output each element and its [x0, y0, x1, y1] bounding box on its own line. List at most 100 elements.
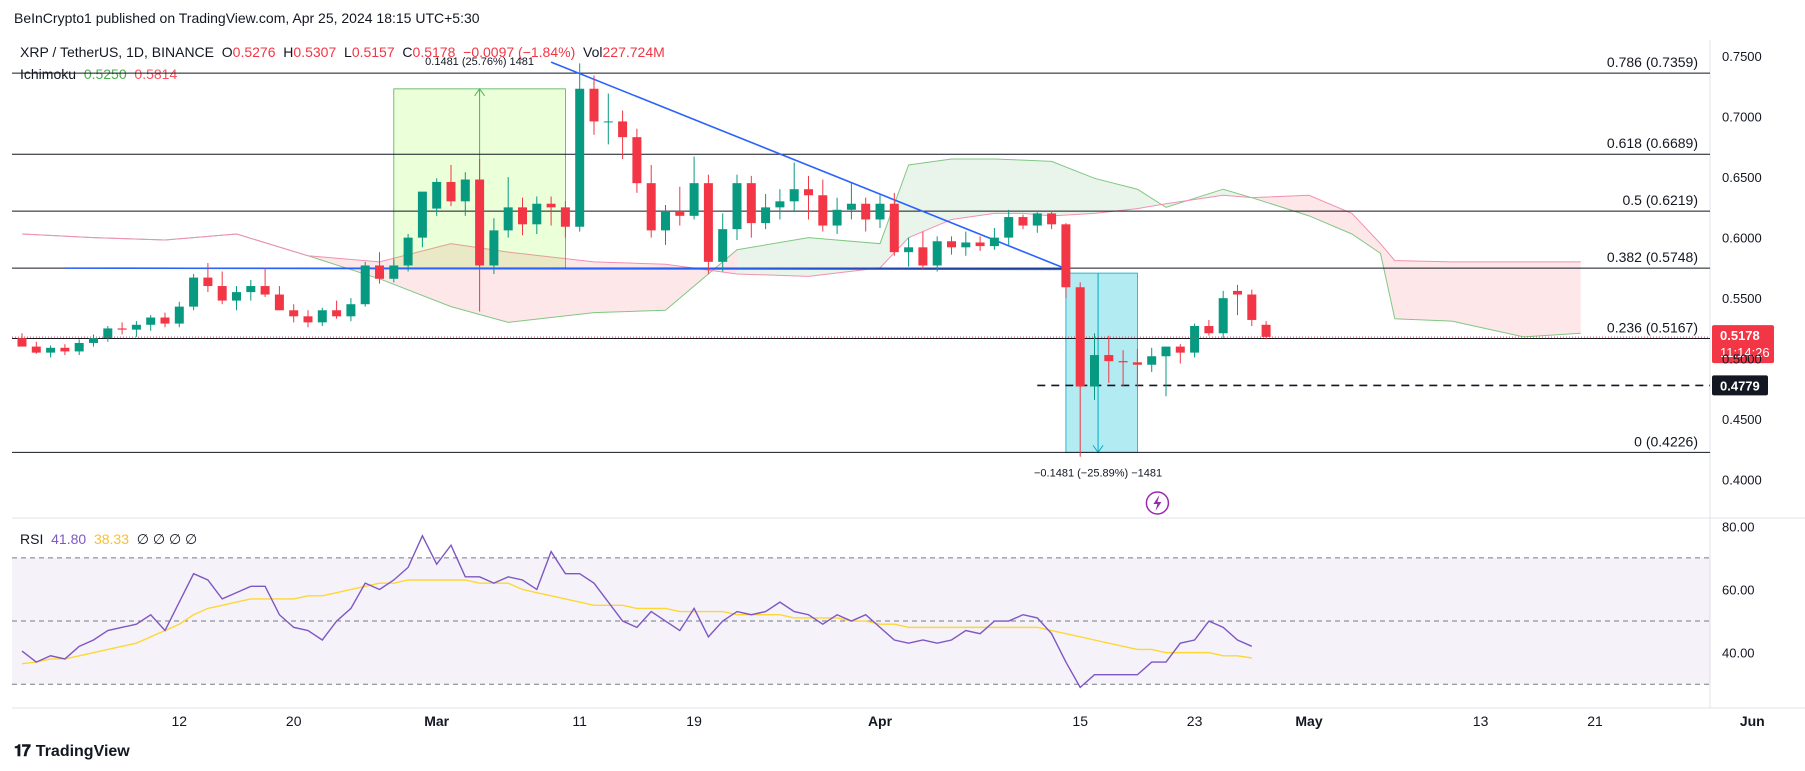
candle-body	[403, 237, 413, 266]
fib-label-0.236: 0.236 (0.5167)	[1607, 319, 1698, 335]
candle-body	[961, 242, 971, 248]
time-tick: Jun	[1740, 713, 1765, 729]
ichimoku-label: Ichimoku	[20, 66, 77, 82]
measure-up-arrowhead	[474, 87, 486, 97]
low-label: L	[344, 44, 352, 60]
candle-body	[432, 181, 442, 209]
ichimoku-cloud-segment	[1380, 243, 1395, 319]
candle-body	[303, 316, 313, 323]
ichimoku-cloud-segment	[594, 261, 666, 313]
ichimoku-legend[interactable]: Ichimoku 0.5250 0.5814	[20, 66, 177, 82]
candle-body	[289, 310, 299, 317]
candle-body	[17, 338, 27, 347]
candle-body	[332, 310, 342, 317]
measure-up-label: 0.1481 (25.76%) 1481	[425, 56, 534, 68]
support-value: 0.4779	[1720, 378, 1760, 393]
candle-body	[675, 211, 685, 216]
candle-body	[375, 265, 384, 279]
tradingview-logo-icon: 𝟏𝟕	[14, 743, 31, 760]
candle-body	[1032, 213, 1042, 226]
candle-body	[575, 88, 585, 227]
price-tick: 0.5500	[1722, 291, 1762, 306]
ichimoku-cloud-segment	[1351, 213, 1381, 254]
rsi-ma-line	[21, 579, 1252, 665]
candle-body	[1018, 217, 1028, 226]
rsi-tick: 60.00	[1722, 582, 1755, 597]
candle-body	[1204, 326, 1214, 334]
ichimoku-span-b	[21, 194, 1581, 277]
time-tick: 19	[686, 713, 702, 729]
trendline-upper	[550, 61, 1067, 270]
candle-body	[1061, 224, 1071, 288]
candle-body	[117, 328, 127, 330]
rsi-legend[interactable]: RSI 41.80 38.33 ∅ ∅ ∅ ∅	[20, 531, 197, 548]
candle-body	[761, 207, 771, 224]
fib-label-0: 0 (0.4226)	[1634, 433, 1698, 449]
ichimoku-value-b: 0.5814	[134, 66, 178, 82]
candle-body	[846, 203, 856, 210]
candle-body	[1247, 294, 1257, 320]
candle-body	[60, 347, 70, 352]
rsi-tick: 80.00	[1722, 519, 1755, 534]
time-tick: 11	[572, 713, 587, 729]
close-value: 0.5178	[412, 44, 456, 60]
publisher-credit: BeInCrypto1 published on TradingView.com…	[14, 10, 480, 26]
candle-body	[861, 203, 871, 220]
flash-event-icon	[1145, 491, 1170, 515]
candle-body	[1090, 355, 1099, 387]
price-tick: 0.4500	[1722, 412, 1762, 427]
candle-body	[446, 181, 456, 202]
candle-body	[889, 203, 899, 253]
trendline-lower	[64, 267, 1066, 271]
volume-value: 227.724M	[602, 44, 665, 60]
candle-body	[389, 265, 399, 279]
rsi-ma-value: 38.33	[93, 531, 129, 547]
candle-body	[975, 242, 985, 247]
candle-body	[346, 304, 356, 317]
time-tick: Mar	[424, 713, 449, 729]
time-tick: May	[1295, 713, 1322, 729]
candle-body	[1132, 362, 1142, 365]
fib-label-0.382: 0.382 (0.5748)	[1607, 249, 1698, 265]
candle-body	[503, 207, 513, 231]
fib-label-0.618: 0.618 (0.6689)	[1607, 135, 1698, 151]
candle-body	[1118, 361, 1128, 363]
symbol-legend: XRP / TetherUS, 1D, BINANCE O0.5276 H0.5…	[20, 44, 665, 60]
candle-body	[189, 277, 199, 307]
candle-body	[417, 191, 427, 238]
open-label: O	[221, 44, 233, 60]
rsi-tick: 40.00	[1722, 646, 1755, 661]
candle-body	[489, 230, 499, 266]
volume-label: Vol	[583, 44, 603, 60]
candle-body	[947, 241, 956, 248]
flash-bolt-icon	[1153, 495, 1162, 511]
candle-body	[103, 328, 113, 339]
symbol-name[interactable]: XRP / TetherUS, 1D, BINANCE	[20, 44, 214, 60]
candle-body	[632, 137, 642, 184]
candle-body	[475, 179, 485, 266]
candle-body	[1104, 355, 1114, 362]
time-tick: 21	[1587, 713, 1603, 729]
ichimoku-cloud-segment	[737, 237, 809, 277]
ichimoku-cloud-segment	[1051, 161, 1095, 216]
last-price-countdown: 11:14:26	[1720, 345, 1770, 360]
measure-down-label: −0.1481 (−25.89%) −1481	[1034, 467, 1162, 479]
tradingview-brand[interactable]: 𝟏𝟕 TradingView	[14, 743, 130, 761]
candle-body	[146, 317, 156, 325]
ichimoku-cloud-segment	[908, 158, 952, 238]
candle-body	[1175, 346, 1185, 353]
time-tick: 20	[286, 713, 302, 729]
candle-body	[689, 183, 699, 216]
candle-body	[603, 121, 613, 123]
ichimoku-cloud-segment	[1523, 261, 1581, 337]
candle-body	[789, 189, 799, 202]
candle-body	[646, 183, 656, 231]
last-price-value: 0.5178	[1720, 328, 1760, 343]
candle-body	[1218, 298, 1228, 334]
candle-body	[746, 183, 756, 224]
candle-body	[618, 121, 628, 138]
ichimoku-value-a: 0.5250	[83, 66, 127, 82]
rsi-label: RSI	[20, 531, 44, 547]
ichimoku-cloud-segment	[508, 252, 594, 323]
